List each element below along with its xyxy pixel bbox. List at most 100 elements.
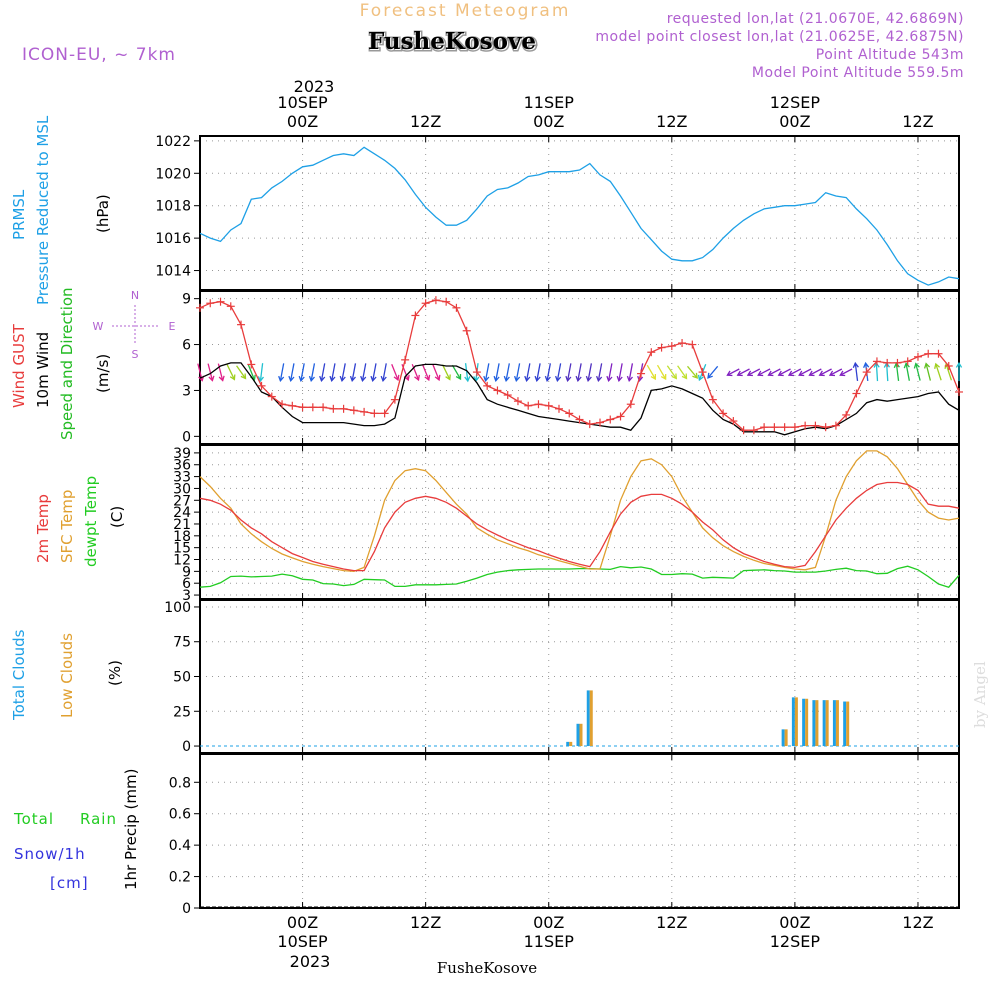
wind-arrow-shaft: [247, 364, 256, 381]
wind-arrow: [380, 363, 387, 383]
gust-marker: [739, 426, 748, 435]
wind-arrow: [554, 363, 562, 383]
wind-arrow: [411, 364, 420, 382]
wind-arrow-shaft: [310, 363, 316, 381]
bottom-hour-label: 00Z: [533, 913, 564, 932]
gust-marker: [206, 299, 215, 308]
low-cloud-bar: [794, 697, 798, 747]
wind-arrow-head: [240, 373, 247, 380]
wind-arrow: [544, 363, 551, 383]
y-tick-label: 0.6: [169, 807, 191, 823]
label-dewpt-temp: dewpt Temp: [82, 476, 100, 567]
y-tick-label: 18: [173, 529, 191, 545]
wind-arrow: [707, 365, 719, 379]
label-10m-wind: 10m Wind: [34, 332, 52, 408]
gust-marker: [462, 326, 471, 335]
total-cloud-bar: [576, 723, 580, 747]
wind-arrow-shaft: [372, 363, 377, 381]
top-hour-label: 12Z: [656, 112, 687, 131]
wind-arrow: [391, 364, 400, 382]
wind-arrow-head: [308, 375, 315, 383]
wind-arrow-head: [955, 361, 963, 368]
label-rain: Rain: [80, 810, 117, 828]
gust-marker: [503, 391, 512, 400]
precip-labels: Total Rain Snow/1h [cm] 1hr Precip (mm): [13, 769, 140, 892]
gust-marker: [729, 417, 738, 426]
y-tick-label: 36: [173, 458, 191, 474]
wind-arrow-shaft: [495, 363, 500, 381]
wind-arrow: [808, 368, 822, 377]
y-tick-label: 0.8: [169, 775, 191, 791]
wind-arrow: [349, 363, 357, 383]
wind-arrow-shaft: [331, 363, 336, 381]
bottom-hour-label: 12Z: [656, 913, 687, 932]
gust-marker: [329, 404, 338, 413]
footer-location: FusheKosove: [437, 959, 537, 977]
wind-arrow-head: [349, 375, 356, 383]
wind-arrow-head: [554, 375, 562, 383]
wind-arrow-head: [278, 375, 285, 383]
wind-arrow-shaft: [351, 363, 357, 381]
gust-marker: [421, 299, 430, 308]
y-tick-label: 24: [173, 505, 191, 521]
wind-arrow-head: [746, 370, 753, 377]
low-cloud-bar: [589, 690, 593, 747]
total-cloud-bar: [586, 690, 590, 747]
panel-frame: [199, 444, 960, 600]
compass-e: E: [169, 320, 176, 333]
wind-arrow-shaft: [905, 363, 910, 381]
wind-arrow-head: [777, 370, 784, 377]
gust-marker: [852, 389, 861, 398]
wind-arrow: [955, 361, 963, 382]
wind-arrow-shaft: [525, 363, 531, 381]
gust-marker: [606, 415, 615, 424]
wind-arrow-head: [534, 375, 541, 383]
bottom-date-label: 11SEP: [524, 932, 575, 951]
wind-arrow-head: [493, 375, 500, 383]
y-tick-label: 0.2: [169, 870, 191, 886]
wind-labels: Wind GUST 10m Wind Speed and Direction (…: [10, 287, 176, 440]
wind-arrow-head: [503, 375, 510, 383]
gust-marker: [267, 392, 276, 401]
gust-marker: [872, 357, 881, 366]
wind-arrow-head: [818, 370, 825, 377]
bottom-date-label: 10SEP: [277, 932, 328, 951]
gust-marker: [657, 343, 666, 352]
label-1hr-precip: 1hr Precip (mm): [122, 769, 140, 890]
wind-arrow: [828, 368, 843, 377]
gust-marker: [247, 360, 256, 369]
top-year-label: 2023: [294, 77, 335, 96]
wind-arrow: [432, 364, 441, 382]
wind-arrow: [298, 363, 305, 383]
y-tick-label: 30: [173, 481, 191, 497]
y-tick-label: 0: [182, 429, 191, 445]
gust-marker: [226, 302, 235, 311]
wind-arrow: [616, 363, 623, 383]
total-cloud-bar: [566, 741, 570, 747]
wind-arrow-shaft: [737, 368, 750, 376]
wind-arrow-head: [606, 375, 613, 383]
wind-arrow: [339, 363, 346, 383]
watermark: by Angel: [971, 661, 989, 728]
label-speed-direction: Speed and Direction: [58, 287, 76, 440]
wind-arrow-head: [681, 373, 688, 380]
total-cloud-bar: [781, 729, 785, 747]
wind-arrow-shaft: [546, 363, 551, 381]
wind-arrow-head: [637, 375, 644, 383]
gust-marker: [780, 423, 789, 432]
sfc-temp-line: [199, 450, 960, 573]
wind-arrow-shaft: [788, 368, 802, 376]
wind-arrow-shaft: [628, 363, 634, 381]
panel-precip: 0 0.2 0.4 0.6 0.8: [169, 753, 960, 917]
gust-marker: [534, 400, 543, 409]
low-cloud-bar: [784, 729, 788, 747]
wind-arrow: [513, 363, 521, 383]
wind-arrow-shaft: [484, 363, 490, 381]
gust-marker: [790, 423, 799, 432]
label-pressure-msl: Pressure Reduced to MSL: [34, 115, 52, 305]
wind-arrow-head: [565, 375, 572, 383]
y-tick-label: 100: [164, 600, 191, 616]
total-cloud-bar: [802, 698, 806, 747]
wind-arrow-shaft: [757, 368, 771, 376]
gust-marker: [831, 421, 840, 430]
